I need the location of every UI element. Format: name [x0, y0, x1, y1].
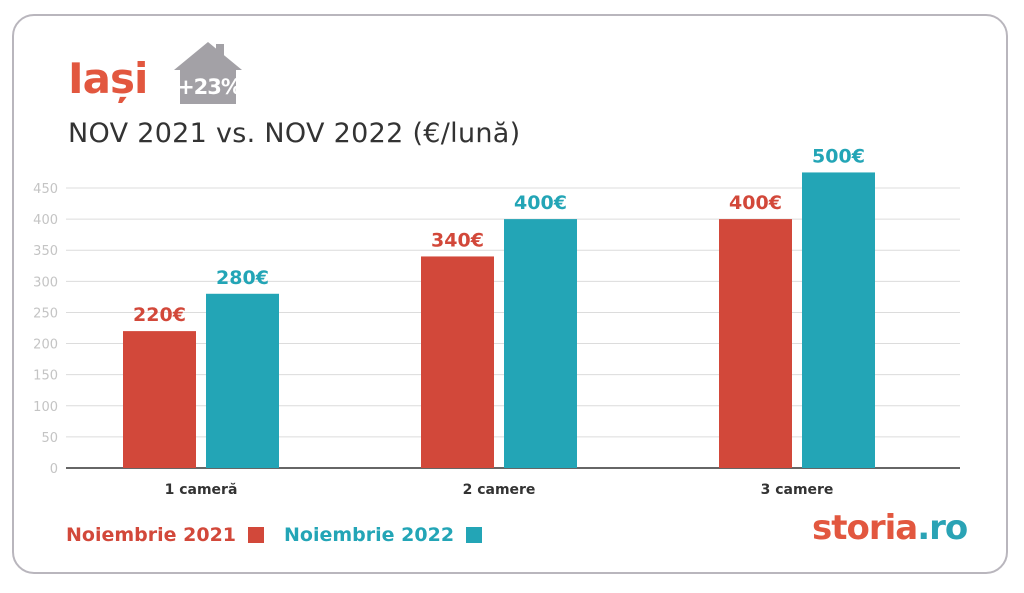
data-label: 400€	[729, 192, 782, 214]
y-tick-label: 450	[33, 182, 58, 197]
data-label: 280€	[216, 267, 269, 289]
data-label: 400€	[514, 192, 567, 214]
legend: Noiembrie 2021 Noiembrie 2022	[66, 524, 502, 546]
y-tick-label: 200	[33, 338, 58, 353]
x-tick-label: 2 camere	[463, 482, 536, 498]
badge-text: +23%	[177, 75, 242, 99]
legend-swatch-2021	[248, 527, 265, 543]
x-tick-label: 1 cameră	[165, 482, 238, 498]
brand-suffix: .ro	[917, 508, 968, 548]
y-tick-label: 150	[33, 369, 58, 384]
y-tick-label: 100	[33, 400, 58, 415]
bar	[504, 219, 577, 468]
y-tick-label: 400	[33, 213, 58, 228]
data-label: 500€	[812, 145, 865, 167]
bar	[802, 172, 875, 468]
y-tick-label: 350	[33, 244, 58, 259]
bar	[421, 256, 494, 468]
bar	[123, 331, 196, 468]
brand-logo: storia.ro	[812, 508, 968, 548]
y-tick-label: 250	[33, 306, 58, 321]
house-badge-icon: +23%	[174, 42, 243, 104]
y-tick-label: 300	[33, 275, 58, 290]
x-tick-label: 3 camere	[761, 482, 834, 498]
legend-swatch-2022	[466, 527, 483, 543]
data-label: 220€	[133, 304, 186, 326]
legend-label-2021: Noiembrie 2021	[66, 524, 237, 546]
city-title: Iași	[68, 54, 148, 103]
brand-name: storia	[812, 508, 918, 548]
legend-label-2022: Noiembrie 2022	[284, 524, 455, 546]
y-tick-label: 50	[41, 431, 58, 446]
y-tick-label: 0	[50, 462, 58, 477]
bar	[719, 219, 792, 468]
data-label: 340€	[431, 229, 484, 251]
bar	[206, 293, 279, 468]
chart-subtitle: NOV 2021 vs. NOV 2022 (€/lună)	[68, 118, 521, 149]
